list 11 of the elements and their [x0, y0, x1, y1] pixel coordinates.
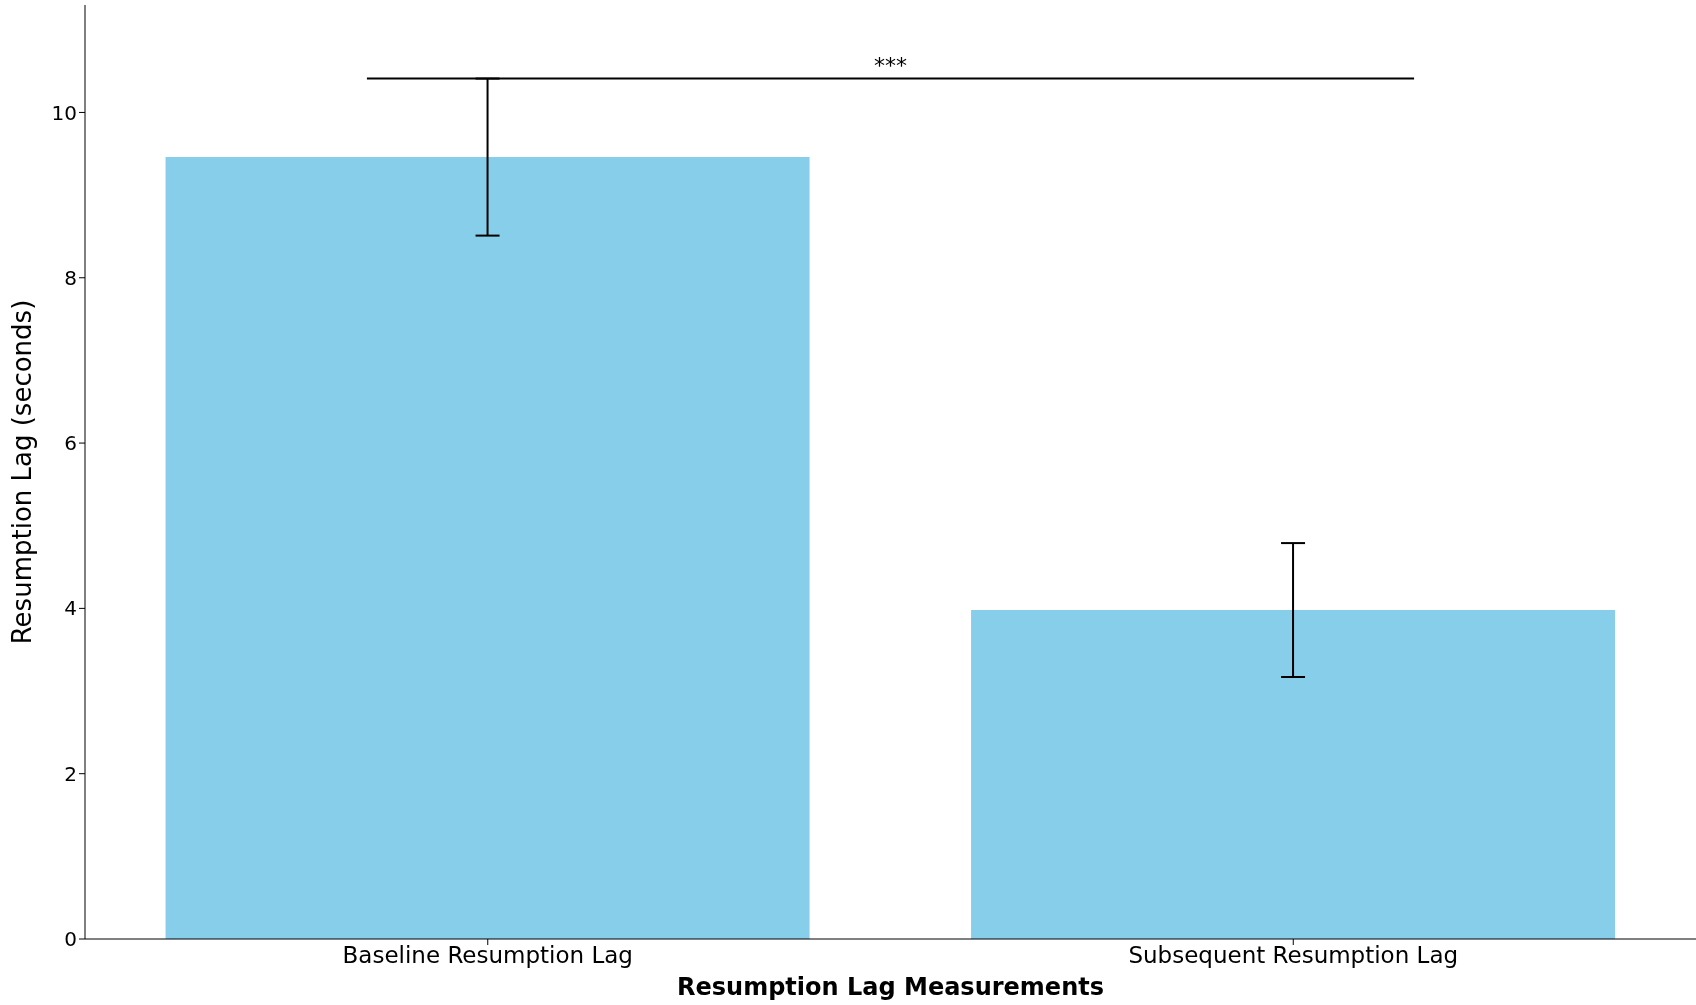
y-tick-label: 8	[64, 265, 77, 290]
y-tick-label: 6	[64, 431, 77, 456]
y-tick-label: 2	[64, 761, 77, 786]
y-tick-label: 0	[64, 927, 77, 952]
annotation: ***	[874, 52, 907, 78]
y-tick-label: 10	[51, 100, 77, 125]
x-axis-title: Resumption Lag Measurements	[677, 973, 1104, 1001]
y-tick-label: 4	[64, 596, 77, 621]
y-axis-title: Resumption Lag (seconds)	[7, 299, 38, 645]
x-tick-label: Subsequent Resumption Lag	[1128, 942, 1459, 969]
x-tick-label: Baseline Resumption Lag	[342, 942, 633, 969]
